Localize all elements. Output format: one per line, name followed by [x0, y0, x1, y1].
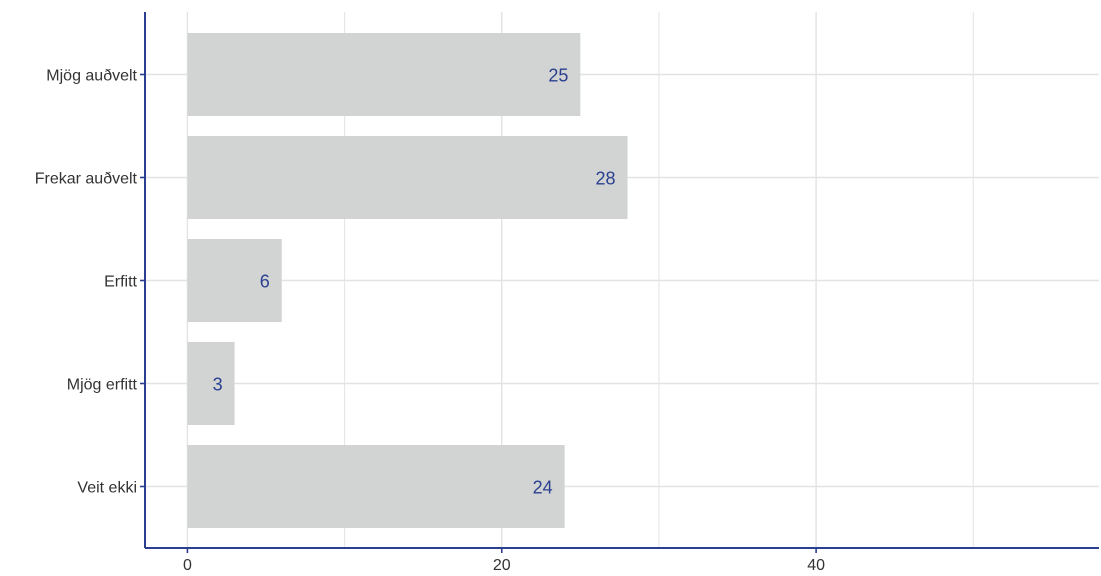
y-tick-label: Frekar auðvelt: [35, 171, 138, 188]
x-tick-label: 20: [493, 557, 511, 574]
bar: [187, 239, 282, 322]
y-tick-label: Mjög erfitt: [67, 377, 138, 394]
bars: [187, 33, 628, 528]
x-tick-label: 0: [183, 557, 192, 574]
bar: [187, 445, 565, 528]
bar-value-label: 25: [548, 66, 568, 86]
axes: Mjög auðvelt Frekar auðvelt Erfitt Mjög erf…: [35, 12, 1099, 574]
x-tick-label: 40: [807, 557, 825, 574]
data-labels: 25 28 6 3 24: [213, 66, 616, 498]
y-tick-label: Mjög auðvelt: [46, 68, 137, 85]
y-tick-label: Erfitt: [104, 274, 137, 291]
bar-value-label: 28: [595, 169, 615, 189]
y-tick-label: Veit ekki: [77, 480, 137, 497]
bar: [187, 342, 235, 425]
bar: [187, 136, 628, 219]
bar-value-label: 24: [533, 478, 553, 498]
bar-value-label: 6: [260, 272, 270, 292]
bar-value-label: 3: [213, 375, 223, 395]
bar: [187, 33, 581, 116]
